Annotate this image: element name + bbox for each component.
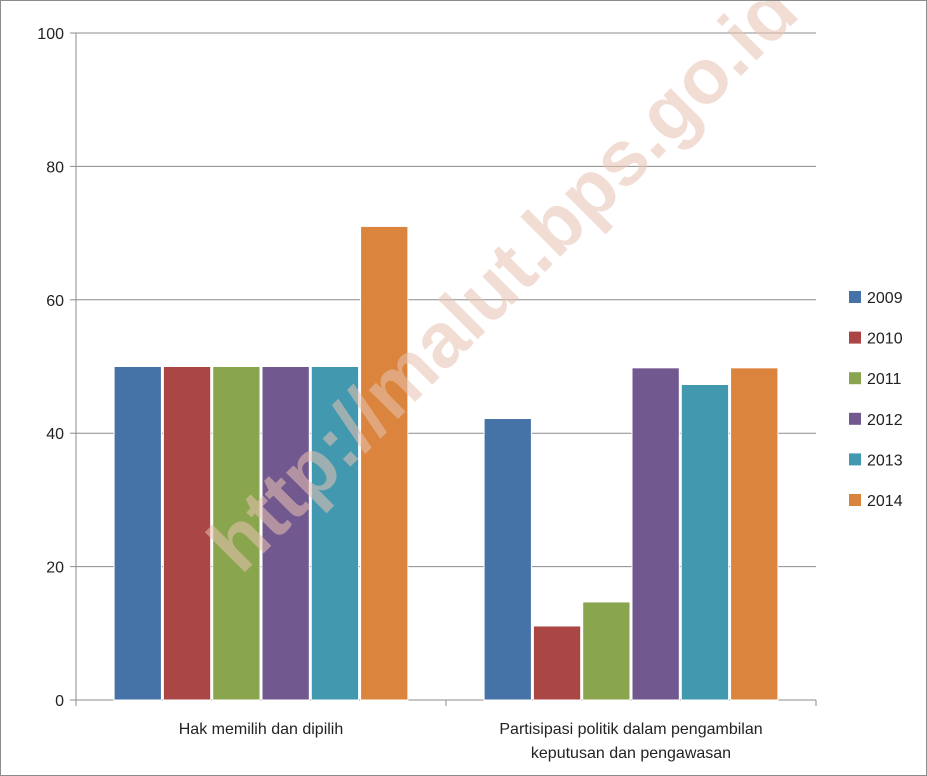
bar-2011-cat2 xyxy=(582,601,631,701)
legend-label-2012: 2012 xyxy=(867,412,903,429)
bar-2009-cat1 xyxy=(113,366,162,701)
category-labels: Hak memilih dan dipilih Partisipasi polit… xyxy=(179,721,763,762)
legend-label-2014: 2014 xyxy=(867,493,903,510)
bar-2011-cat1 xyxy=(212,366,261,701)
legend-swatch-2011 xyxy=(849,372,861,385)
y-tick-label: 0 xyxy=(55,693,64,710)
legend-swatch-2010 xyxy=(849,331,861,344)
bar-2013-cat1 xyxy=(310,366,360,701)
legend-swatch-2012 xyxy=(849,412,861,425)
y-tick-label: 100 xyxy=(37,26,64,43)
legend-swatch-2009 xyxy=(849,291,861,303)
legend-label-2009: 2009 xyxy=(867,290,903,307)
y-tick-label: 80 xyxy=(46,159,64,176)
y-tick-label: 20 xyxy=(46,560,64,577)
bar-2013-cat2 xyxy=(680,384,730,701)
bar-2014-cat1 xyxy=(360,225,409,701)
legend-swatch-2013 xyxy=(849,453,861,466)
bar-2010-cat2 xyxy=(532,625,582,701)
bar-2012-cat2 xyxy=(631,367,680,701)
legend-label-2010: 2010 xyxy=(867,331,903,348)
x-category-label: keputusan dan pengawasan xyxy=(531,745,731,762)
bar-2012-cat1 xyxy=(261,366,310,701)
legend-swatch-2014 xyxy=(849,494,861,506)
x-category-label: Partisipasi politik dalam pengambilan xyxy=(499,721,762,738)
bar-2014-cat2 xyxy=(730,367,779,701)
legend-label-2013: 2013 xyxy=(867,452,903,469)
legend-label-2011: 2011 xyxy=(867,371,902,388)
bars xyxy=(113,225,779,701)
x-category-label: Hak memilih dan dipilih xyxy=(179,721,344,738)
legend: 2009 2010 2011 2012 2013 2014 xyxy=(849,290,903,510)
y-tick-label: 60 xyxy=(46,293,64,310)
bar-2009-cat2 xyxy=(483,418,532,701)
y-tick-label: 40 xyxy=(46,426,64,443)
bar-2010-cat1 xyxy=(162,366,212,701)
y-tick-labels: 0 20 40 60 80 100 xyxy=(37,26,64,710)
